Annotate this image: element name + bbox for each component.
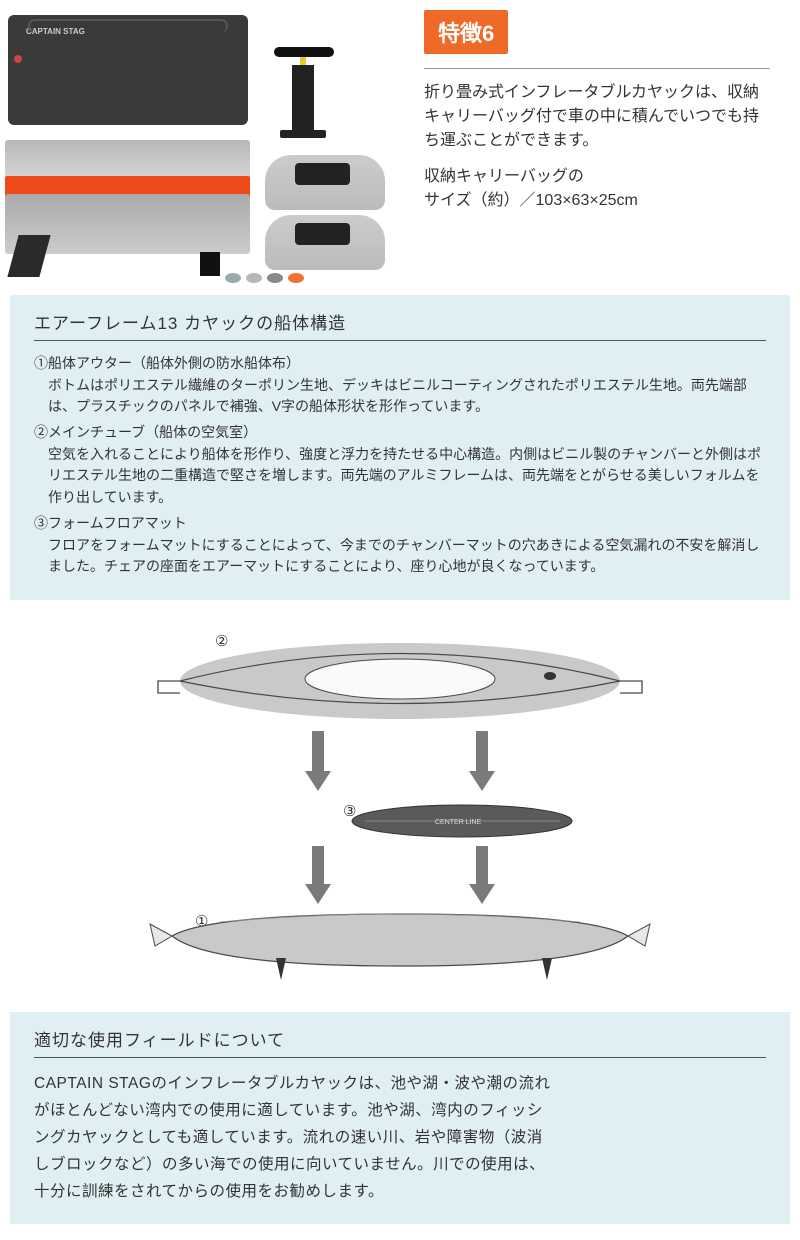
section-title: 適切な使用フィールドについて xyxy=(34,1026,766,1058)
section-title: エアーフレーム13 カヤックの船体構造 xyxy=(34,309,766,341)
seat-2 xyxy=(265,215,385,270)
layer-2-kayak xyxy=(158,643,642,719)
dot xyxy=(267,273,283,283)
small-black-item xyxy=(200,252,220,276)
mat-text: CENTER LINE xyxy=(435,819,482,826)
folded-kayak xyxy=(5,140,250,260)
pump xyxy=(270,25,340,145)
bag-brand-label: CAPTAIN STAG xyxy=(26,27,85,36)
structure-diagram: ② ③ CENTER LINE ① xyxy=(10,616,790,996)
seat-1 xyxy=(265,155,385,210)
label-2: ② xyxy=(215,633,228,650)
structure-list: ①船体アウター（船体外側の防水船体布） ボトムはポリエステル繊維のターポリン生地… xyxy=(34,353,766,578)
item-body: フロアをフォームマットにすることによって、今までのチャンバーマットの穴あきによる… xyxy=(34,535,766,578)
item-head: ①船体アウター（船体外側の防水船体布） xyxy=(34,353,766,375)
layer-1-hull xyxy=(150,914,650,980)
item-head: ②メインチューブ（船体の空気室） xyxy=(34,422,766,444)
item-body: 空気を入れることにより船体を形作り、強度と浮力を持たせる中心構造。内側はビニル製… xyxy=(34,444,766,509)
dot xyxy=(246,273,262,283)
item-head: ③フォームフロアマット xyxy=(34,513,766,535)
patch-dots xyxy=(225,273,304,283)
dot xyxy=(225,273,241,283)
item-body: ボトムはポリエステル繊維のターポリン生地、デッキはビニルコーティングされたポリエ… xyxy=(34,375,766,418)
intro-paragraph-1: 折り畳み式インフレータブルカヤックは、収納キャリーバッグ付で車の中に積んでいつで… xyxy=(424,81,770,153)
feature-badge: 特徴6 xyxy=(424,10,508,54)
divider xyxy=(424,68,770,69)
section-usage-field: 適切な使用フィールドについて CAPTAIN STAGのインフレータブルカヤック… xyxy=(10,1012,790,1224)
intro-paragraph-2: 収納キャリーバッグの サイズ（約）／103×63×25cm xyxy=(424,165,770,213)
dot xyxy=(288,273,304,283)
carry-bag: CAPTAIN STAG xyxy=(8,15,248,125)
top-right-column: 特徴6 折り畳み式インフレータブルカヤックは、収納キャリーバッグ付で車の中に積ん… xyxy=(424,10,800,275)
bag-zip-dot xyxy=(14,55,22,63)
product-photo: CAPTAIN STAG xyxy=(0,10,410,275)
usage-body: CAPTAIN STAGのインフレータブルカヤックは、池や湖・波や潮の流れがほと… xyxy=(34,1070,554,1206)
top-row: CAPTAIN STAG 特徴6 折り畳み式インフレータブルカヤックは、収納キャ… xyxy=(0,0,800,295)
section-structure: エアーフレーム13 カヤックの船体構造 ①船体アウター（船体外側の防水船体布） … xyxy=(10,295,790,600)
diagram-svg: ② ③ CENTER LINE ① xyxy=(100,626,700,986)
